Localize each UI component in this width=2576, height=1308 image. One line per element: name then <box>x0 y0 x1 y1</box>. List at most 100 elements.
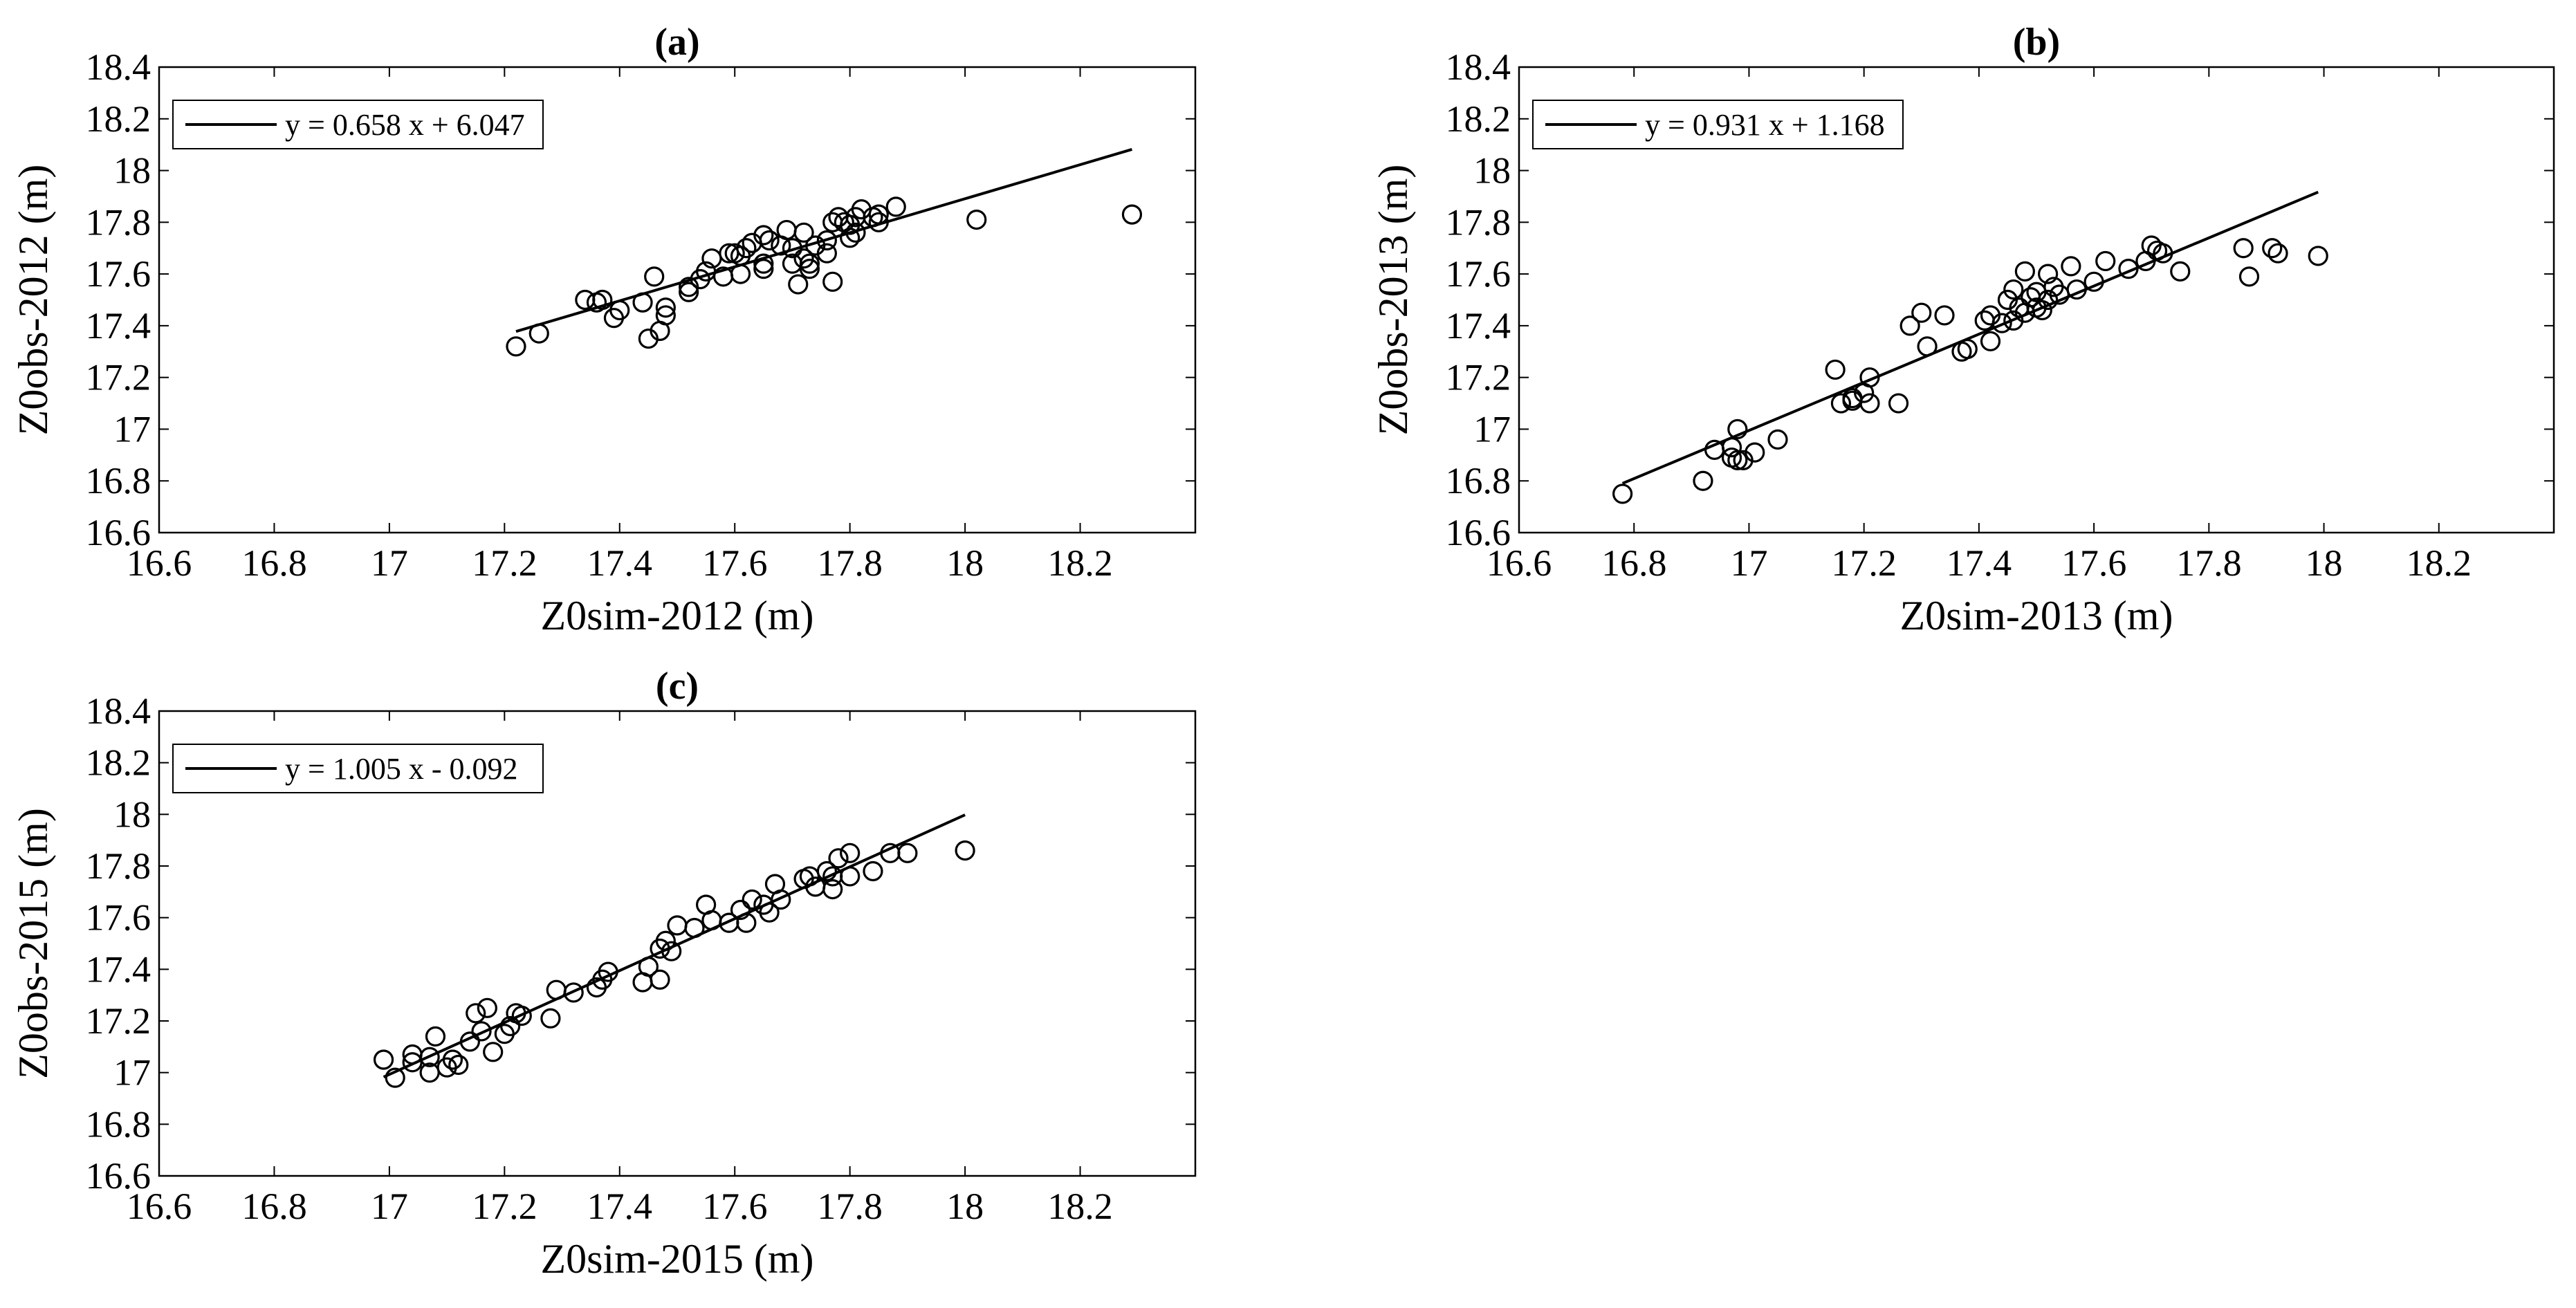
y-tick-label: 18.2 <box>86 742 151 784</box>
x-tick-label: 17.6 <box>2061 542 2127 584</box>
y-tick-label: 18.4 <box>86 690 151 732</box>
data-point <box>799 253 820 274</box>
data-point <box>2262 238 2283 259</box>
data-point <box>885 196 906 217</box>
y-tick-label: 17 <box>1473 408 1511 450</box>
data-point <box>1957 338 1978 360</box>
data-point <box>563 982 584 1003</box>
data-point <box>655 930 676 951</box>
data-point <box>840 842 861 863</box>
x-tick-label: 17.8 <box>817 1186 883 1227</box>
data-point <box>1859 367 1880 388</box>
data-point <box>609 300 630 321</box>
data-point <box>822 878 843 900</box>
data-point <box>477 997 497 1018</box>
data-point <box>1911 302 1932 323</box>
data-point <box>736 238 757 259</box>
x-tick-label: 17.4 <box>587 542 653 584</box>
data-point <box>575 289 596 311</box>
data-point <box>2308 246 2328 266</box>
plot-frame <box>1518 66 2555 534</box>
plot-frame <box>158 66 1197 534</box>
data-point <box>799 259 820 279</box>
data-point <box>736 912 757 933</box>
data-point <box>2032 300 2052 321</box>
data-point <box>753 253 774 274</box>
data-point <box>2095 250 2116 272</box>
data-point <box>1917 336 1938 357</box>
data-point <box>500 1015 521 1037</box>
data-point <box>650 969 670 990</box>
data-point <box>840 228 861 248</box>
legend-label: y = 1.005 x - 0.092 <box>285 752 517 786</box>
y-tick-label: 18 <box>113 150 151 192</box>
data-point <box>471 1021 492 1042</box>
x-tick-label: 16.8 <box>241 542 307 584</box>
data-point <box>2061 256 2081 277</box>
data-point <box>448 1054 469 1076</box>
data-point <box>2118 259 2139 279</box>
data-point <box>868 212 889 232</box>
x-tick-label: 18 <box>946 542 984 584</box>
data-point <box>661 941 682 961</box>
data-point <box>701 910 722 931</box>
data-point <box>459 1031 481 1052</box>
legend-box <box>1532 100 1904 149</box>
data-point <box>2083 271 2104 292</box>
data-point <box>759 230 780 251</box>
data-point <box>759 902 780 923</box>
data-point <box>632 292 653 313</box>
y-axis-label: Z0obs-2013 (m) <box>1370 165 1416 436</box>
x-tick-label: 16.8 <box>1601 542 1667 584</box>
y-tick-label: 16.6 <box>86 512 151 553</box>
data-point <box>1767 429 1788 450</box>
x-tick-label: 18 <box>2306 542 2343 584</box>
data-point <box>753 225 774 246</box>
data-point <box>425 1026 446 1047</box>
data-point <box>1825 359 1846 380</box>
x-tick-label: 18.2 <box>1047 542 1113 584</box>
y-tick-label: 17.6 <box>86 253 151 295</box>
data-point <box>730 899 751 921</box>
data-point <box>2238 266 2260 287</box>
y-tick-label: 18.2 <box>86 98 151 140</box>
x-tick-label: 18.2 <box>1047 1186 1113 1227</box>
data-point <box>742 889 762 910</box>
data-point <box>828 848 849 869</box>
y-tick-label: 17.8 <box>86 201 151 243</box>
data-point <box>771 889 791 910</box>
y-axis-label: Z0obs-2015 (m) <box>10 808 56 1079</box>
data-point <box>1693 470 1713 491</box>
data-point <box>1612 483 1633 504</box>
data-point <box>2014 261 2035 282</box>
data-point <box>730 264 751 284</box>
data-point <box>419 1047 440 1067</box>
data-point <box>373 1049 394 1070</box>
data-point <box>655 305 676 326</box>
x-tick-label: 17 <box>371 542 408 584</box>
data-point <box>880 842 901 863</box>
data-point <box>1991 313 2012 333</box>
data-point <box>2170 261 2191 282</box>
data-point <box>1980 331 2001 351</box>
x-tick-label: 18 <box>946 1186 984 1227</box>
y-tick-label: 17.4 <box>86 305 151 347</box>
data-point <box>528 323 549 344</box>
data-point <box>511 1005 532 1026</box>
data-point <box>1121 204 1143 225</box>
y-tick-label: 17.6 <box>86 897 151 939</box>
data-point <box>782 238 803 259</box>
panel-title: (a) <box>654 21 699 64</box>
data-point <box>1721 437 1742 458</box>
y-tick-label: 17.2 <box>1446 357 1511 398</box>
x-tick-label: 16.8 <box>241 1186 307 1227</box>
data-point <box>442 1049 463 1070</box>
y-tick-label: 17 <box>113 408 151 450</box>
data-point <box>863 860 883 882</box>
y-tick-label: 18.2 <box>1446 98 1511 140</box>
y-tick-label: 16.8 <box>86 1103 151 1145</box>
x-tick-label: 16.6 <box>127 1186 192 1227</box>
data-point <box>845 222 866 243</box>
data-point <box>679 282 699 302</box>
panel-title: (b) <box>2013 21 2060 64</box>
